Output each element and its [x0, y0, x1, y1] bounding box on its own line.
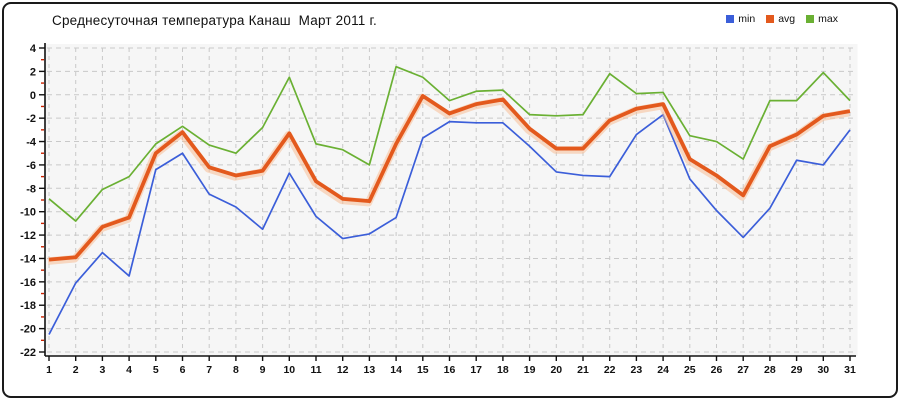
legend: min avg max: [726, 13, 838, 25]
avg-series-swatch-icon: [766, 15, 775, 23]
x-tick-label: 8: [233, 364, 239, 376]
legend-item-max: max: [806, 13, 838, 25]
x-tick-label: 26: [711, 364, 723, 376]
x-tick-label: 5: [153, 364, 159, 376]
x-tick-label: 23: [631, 364, 643, 376]
max-series-swatch-icon: [806, 15, 815, 23]
y-tick-label: -22: [20, 347, 36, 359]
y-tick-label: -14: [20, 253, 37, 265]
y-tick-label: -20: [20, 324, 36, 336]
y-tick-label: -16: [20, 277, 36, 289]
max-series-line: [48, 65, 851, 222]
min-series-swatch-icon: [726, 15, 735, 23]
y-tick-label: -18: [20, 300, 36, 312]
x-tick-label: 25: [684, 364, 696, 376]
y-tick-label: -4: [26, 137, 37, 149]
x-tick-label: 14: [390, 364, 402, 376]
x-tick-label: 6: [180, 364, 186, 376]
x-tick-label: 18: [497, 364, 509, 376]
plot-area: [45, 44, 858, 356]
legend-label-max: max: [818, 13, 838, 25]
x-tick-label: 15: [417, 364, 429, 376]
x-tick-label: 21: [577, 364, 589, 376]
x-tick-label: 27: [737, 364, 749, 376]
legend-item-min: min: [726, 13, 755, 25]
x-tick-label: 4: [126, 364, 132, 376]
x-tick-label: 24: [657, 364, 669, 376]
x-tick-label: 20: [550, 364, 562, 376]
y-tick-label: -2: [26, 113, 36, 125]
x-tick-label: 19: [524, 364, 536, 376]
x-tick-label: 12: [337, 364, 349, 376]
x-tick-label: 31: [844, 364, 856, 376]
min-series-line: [48, 113, 851, 335]
y-tick-label: 2: [30, 66, 36, 78]
legend-label-avg: avg: [778, 13, 796, 25]
chart-title: Среднесуточная температура Канаш Март 20…: [52, 13, 377, 28]
x-tick-label: 22: [604, 364, 616, 376]
x-tick-label: 11: [310, 364, 321, 376]
avg-series-line: [48, 94, 851, 262]
y-tick-label: -8: [26, 183, 36, 195]
y-tick-label: -10: [20, 207, 36, 219]
legend-item-avg: avg: [766, 13, 795, 25]
legend-label-min: min: [738, 13, 756, 25]
x-tick-label: 13: [364, 364, 376, 376]
y-tick-label: -6: [26, 160, 36, 172]
x-tick-label: 28: [764, 364, 776, 376]
x-tick-label: 3: [99, 364, 105, 376]
y-tick-label: -12: [20, 230, 36, 242]
x-tick-label: 7: [206, 364, 212, 376]
x-tick-label: 17: [470, 364, 482, 376]
x-tick-label: 16: [444, 364, 456, 376]
x-tick-label: 10: [283, 364, 295, 376]
y-tick-label: 0: [30, 90, 36, 102]
x-tick-label: 29: [791, 364, 803, 376]
y-tick-label: 4: [30, 43, 37, 55]
x-tick-label: 30: [817, 364, 829, 376]
x-tick-label: 1: [46, 364, 52, 376]
x-tick-label: 9: [260, 364, 266, 376]
x-tick-label: 2: [73, 364, 79, 376]
